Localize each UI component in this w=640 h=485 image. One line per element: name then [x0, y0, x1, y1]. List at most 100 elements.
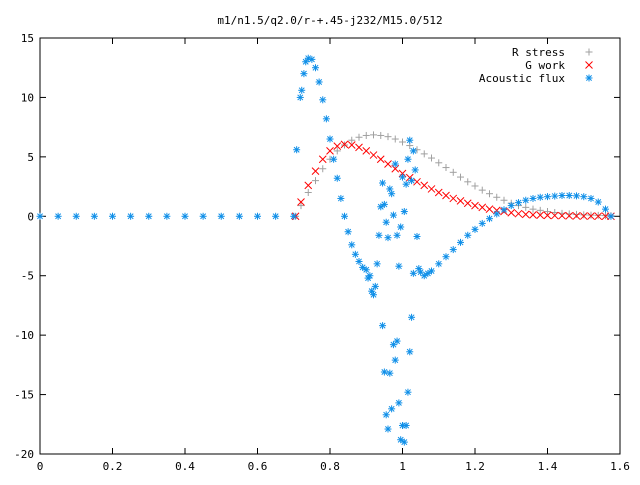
data-point: [411, 166, 419, 174]
data-point: [486, 190, 493, 198]
data-point: [362, 266, 370, 274]
data-point: [406, 136, 414, 144]
marker-stroke: [392, 357, 399, 364]
marker-stroke: [348, 241, 355, 248]
data-point: [417, 268, 425, 276]
marker-stroke: [392, 161, 399, 167]
data-point: [163, 212, 171, 220]
data-point: [217, 212, 225, 220]
data-point: [543, 211, 552, 220]
marker-stroke: [312, 64, 319, 71]
data-point: [388, 405, 396, 413]
data-point: [315, 78, 323, 86]
legend-marker: [585, 61, 593, 69]
data-point: [427, 185, 436, 193]
data-point: [370, 291, 377, 299]
marker-stroke: [515, 199, 522, 206]
data-point: [521, 210, 530, 219]
data-point: [500, 206, 508, 214]
data-point: [594, 211, 602, 219]
marker-stroke: [370, 291, 377, 298]
marker-stroke: [254, 213, 261, 220]
data-point: [330, 155, 338, 163]
marker-stroke: [471, 201, 479, 210]
data-point: [449, 246, 457, 254]
marker-stroke: [417, 269, 424, 276]
axes: 0 0.2 0.4 0.6 0.8 1 1.2 1.4 1.6 -20 -15 -10 -5 0 5 10 15: [14, 32, 630, 473]
marker-stroke: [394, 232, 401, 239]
marker-stroke: [529, 211, 537, 219]
marker-stroke: [443, 253, 449, 260]
marker-stroke: [414, 233, 420, 240]
data-point: [408, 177, 416, 185]
y-tick-label: 5: [27, 151, 34, 164]
legend-marker: [585, 48, 593, 56]
data-point: [420, 272, 428, 280]
y-tick-label: 15: [21, 32, 34, 45]
marker-stroke: [384, 160, 392, 168]
data-point: [529, 211, 537, 219]
data-point: [515, 199, 522, 207]
data-point: [393, 337, 401, 345]
marker-stroke: [412, 166, 419, 173]
marker-stroke: [272, 213, 279, 220]
marker-stroke: [463, 199, 472, 208]
data-point: [375, 231, 383, 239]
marker-stroke: [355, 143, 363, 152]
marker-stroke: [514, 209, 523, 218]
data-point: [380, 200, 388, 208]
data-point: [379, 179, 387, 187]
data-point: [409, 269, 417, 277]
data-point: [408, 313, 416, 321]
data-point: [587, 194, 595, 202]
x-tick-label: 0.2: [103, 460, 123, 473]
marker-stroke: [374, 260, 381, 267]
data-point: [254, 212, 261, 220]
data-point: [369, 151, 378, 159]
chart-title: m1/n1.5/q2.0/r-+.45-j232/M15.0/512: [217, 14, 442, 27]
data-point: [607, 212, 615, 220]
data-point: [424, 269, 432, 277]
marker-stroke: [397, 224, 404, 230]
x-tick-label: 1.4: [538, 460, 558, 473]
marker-stroke: [376, 155, 385, 164]
data-point: [398, 169, 407, 178]
data-point: [442, 253, 450, 261]
data-point: [373, 260, 381, 268]
marker-stroke: [345, 228, 352, 235]
marker-stroke: [109, 213, 116, 220]
marker-stroke: [427, 185, 436, 193]
data-point: [544, 208, 551, 216]
data-point: [400, 208, 408, 216]
marker-stroke: [399, 174, 406, 181]
data-point: [536, 193, 544, 201]
data-point: [333, 147, 341, 155]
data-point: [395, 262, 403, 270]
data-point: [109, 212, 116, 220]
x-tick-label: 1.2: [465, 460, 485, 473]
data-point: [428, 267, 435, 275]
marker-stroke: [420, 181, 429, 190]
data-point: [580, 193, 588, 201]
data-point: [36, 212, 44, 220]
marker-stroke: [334, 175, 341, 182]
data-point: [302, 58, 310, 66]
marker-stroke: [218, 213, 225, 220]
y-tick-label: 0: [27, 210, 34, 223]
marker-stroke: [464, 232, 471, 239]
marker-stroke: [403, 422, 410, 429]
marker-stroke: [347, 141, 356, 149]
data-point: [522, 196, 530, 204]
marker-stroke: [543, 211, 552, 220]
marker-stroke: [304, 181, 313, 190]
data-point: [435, 260, 443, 268]
marker-stroke: [386, 185, 393, 192]
data-point: [580, 211, 588, 219]
marker-stroke: [478, 203, 487, 212]
data-point: [351, 250, 359, 258]
data-point: [348, 136, 356, 144]
data-point: [397, 436, 405, 444]
data-point: [290, 212, 298, 220]
marker-stroke: [323, 115, 330, 122]
data-point: [544, 193, 551, 201]
